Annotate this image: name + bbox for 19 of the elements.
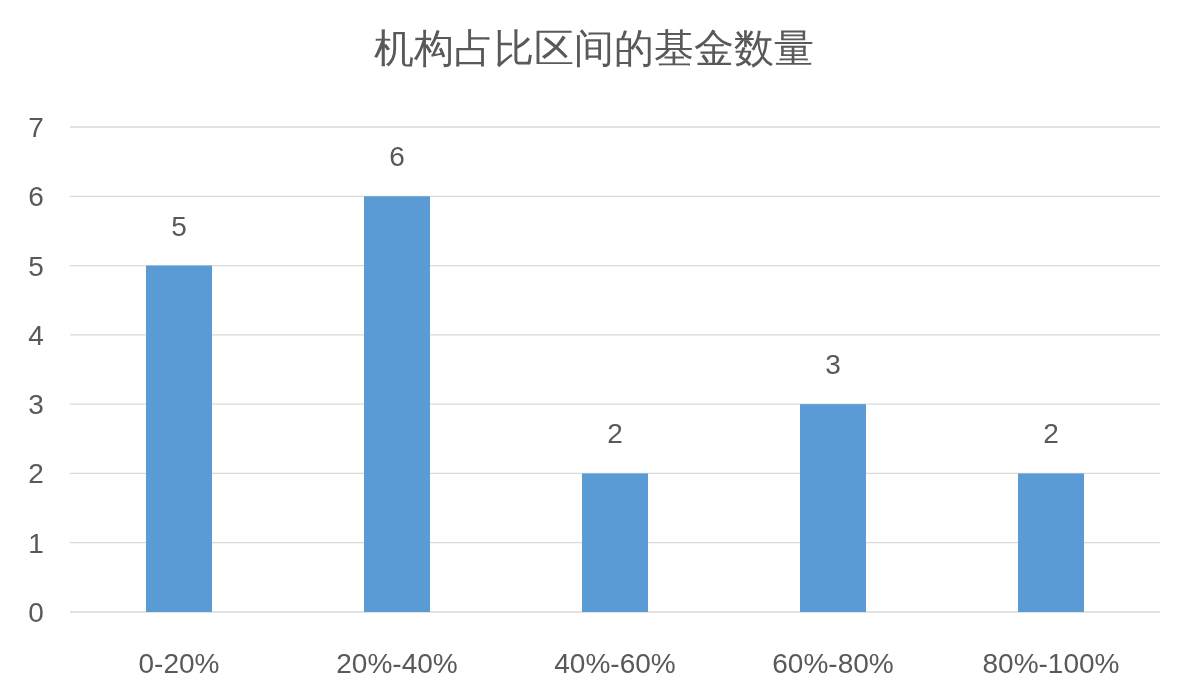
ytick: 3 [28,389,44,421]
xtick: 20%-40% [336,648,458,679]
xtick: 80%-100% [982,648,1120,679]
data-label: 3 [825,349,841,381]
ytick: 6 [28,181,44,213]
data-label: 2 [1043,418,1059,450]
ytick: 7 [28,112,44,143]
ytick: 4 [28,319,44,351]
ytick: 5 [28,250,44,282]
data-label: 6 [389,141,405,173]
data-label: 2 [607,418,623,450]
xtick: 0-20% [138,648,220,679]
data-label: 5 [171,210,187,242]
ytick: 1 [28,527,44,559]
ytick: 2 [28,458,44,490]
title: 机构占比区间的基金数量 [374,26,814,70]
xtick: 40%-60% [554,648,676,679]
ytick: 0 [28,597,44,628]
xtick: 60%-80% [772,648,894,679]
